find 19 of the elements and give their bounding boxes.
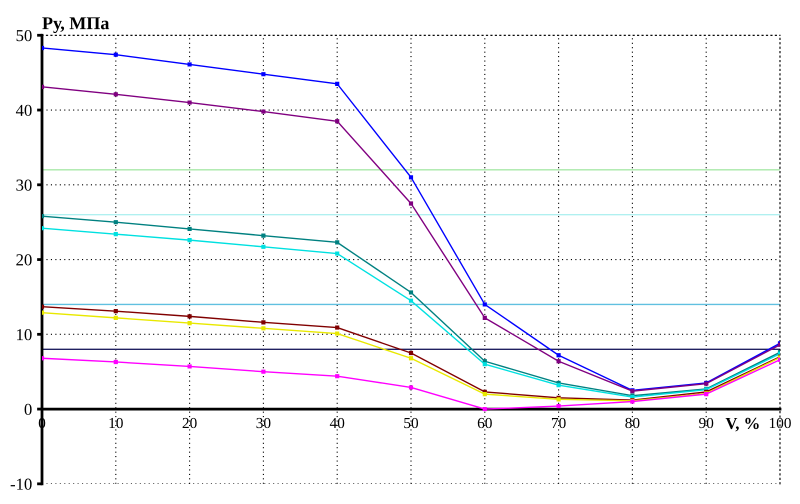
y-tick-label: 40 bbox=[16, 104, 32, 116]
x-tick-label: 40 bbox=[330, 418, 344, 428]
x-axis-title: V, % bbox=[726, 418, 759, 432]
x-tick-label: 20 bbox=[182, 418, 197, 428]
x-tick-label: 10 bbox=[110, 418, 123, 428]
x-tick-label: 30 bbox=[256, 418, 270, 428]
y-tick-label: 10 bbox=[17, 329, 32, 340]
y-axis-title: Pу, МПа bbox=[42, 17, 110, 34]
x-tick-label: 100 bbox=[770, 418, 791, 428]
x-tick-label: 50 bbox=[404, 418, 418, 428]
x-tick-label: 60 bbox=[478, 418, 492, 428]
y-tick-label: 20 bbox=[16, 254, 32, 266]
y-tick-label: 0 bbox=[24, 404, 32, 416]
y-tick-label: -10 bbox=[10, 478, 32, 490]
x-tick-label: 70 bbox=[552, 418, 566, 428]
y-tick-label: 30 bbox=[16, 180, 32, 191]
x-tick-label: 80 bbox=[625, 418, 640, 428]
x-tick-label: 90 bbox=[699, 418, 714, 428]
y-tick-label: 50 bbox=[16, 30, 32, 42]
